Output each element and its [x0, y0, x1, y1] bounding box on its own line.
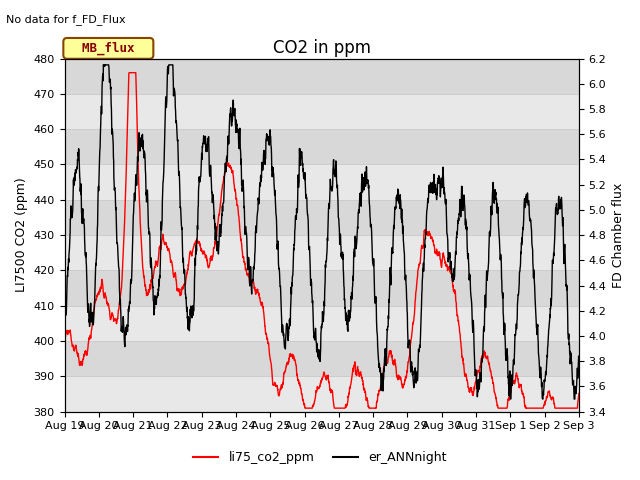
Bar — [65, 165, 579, 200]
Text: No data for f_FD_Flux: No data for f_FD_Flux — [6, 14, 126, 25]
Bar — [65, 235, 579, 270]
Bar — [65, 200, 579, 235]
Legend: li75_co2_ppm, er_ANNnight: li75_co2_ppm, er_ANNnight — [188, 446, 452, 469]
Bar — [65, 59, 579, 94]
Title: CO2 in ppm: CO2 in ppm — [273, 39, 371, 57]
Bar — [65, 306, 579, 341]
Bar — [65, 341, 579, 376]
Text: MB_flux: MB_flux — [67, 42, 150, 55]
Y-axis label: FD Chamber flux: FD Chamber flux — [612, 182, 625, 288]
Bar — [65, 94, 579, 129]
Bar — [65, 129, 579, 165]
Bar — [65, 376, 579, 412]
Y-axis label: LI7500 CO2 (ppm): LI7500 CO2 (ppm) — [15, 178, 28, 292]
Bar — [65, 270, 579, 306]
